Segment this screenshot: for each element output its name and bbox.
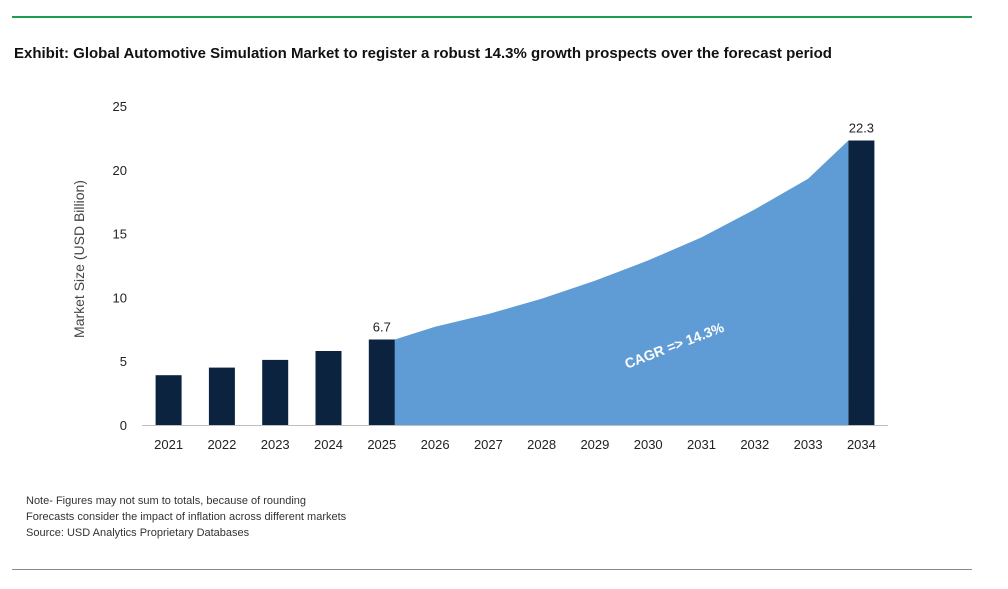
x-tick-2022: 2022 (207, 437, 236, 452)
cagr-forecast-area (394, 140, 849, 425)
x-tick-2028: 2028 (527, 437, 556, 452)
y-tick-20: 20 (113, 163, 127, 178)
top-accent-rule (12, 16, 972, 18)
footnotes: Note- Figures may not sum to totals, bec… (26, 493, 346, 541)
bar-2024 (315, 351, 342, 425)
bar-2034 (848, 140, 875, 425)
bar-2025 (368, 339, 395, 425)
x-tick-2029: 2029 (580, 437, 609, 452)
market-size-chart: 2021 2022 2023 2024 2025 2026 2027 2028 2029 2030… (71, 99, 888, 452)
x-tick-2024: 2024 (314, 437, 343, 452)
y-tick-5: 5 (120, 354, 127, 369)
y-tick-25: 25 (113, 99, 127, 114)
x-tick-2025: 2025 (367, 437, 396, 452)
y-tick-15: 15 (113, 227, 127, 242)
x-tick-2032: 2032 (740, 437, 769, 452)
x-tick-2030: 2030 (634, 437, 663, 452)
y-tick-0: 0 (120, 418, 127, 433)
note-source: Source: USD Analytics Proprietary Databa… (26, 527, 250, 539)
bar-2022 (208, 367, 235, 425)
x-tick-2031: 2031 (687, 437, 716, 452)
bar-2021 (155, 375, 182, 425)
x-tick-2021: 2021 (154, 437, 183, 452)
data-label-2025: 6.7 (373, 320, 391, 335)
x-tick-2034: 2034 (847, 437, 876, 452)
x-tick-2033: 2033 (794, 437, 823, 452)
exhibit-title: Exhibit: Global Automotive Simulation Ma… (14, 45, 832, 62)
data-label-2034: 22.3 (849, 121, 874, 136)
y-tick-10: 10 (113, 290, 127, 305)
bottom-rule (12, 569, 972, 570)
note-inflation: Forecasts consider the impact of inflati… (26, 511, 347, 523)
y-axis-label: Market Size (USD Billion) (71, 180, 87, 338)
note-rounding: Note- Figures may not sum to totals, bec… (26, 495, 307, 507)
bar-2023 (262, 359, 289, 425)
x-tick-2023: 2023 (261, 437, 290, 452)
x-tick-2026: 2026 (421, 437, 450, 452)
x-tick-2027: 2027 (474, 437, 503, 452)
